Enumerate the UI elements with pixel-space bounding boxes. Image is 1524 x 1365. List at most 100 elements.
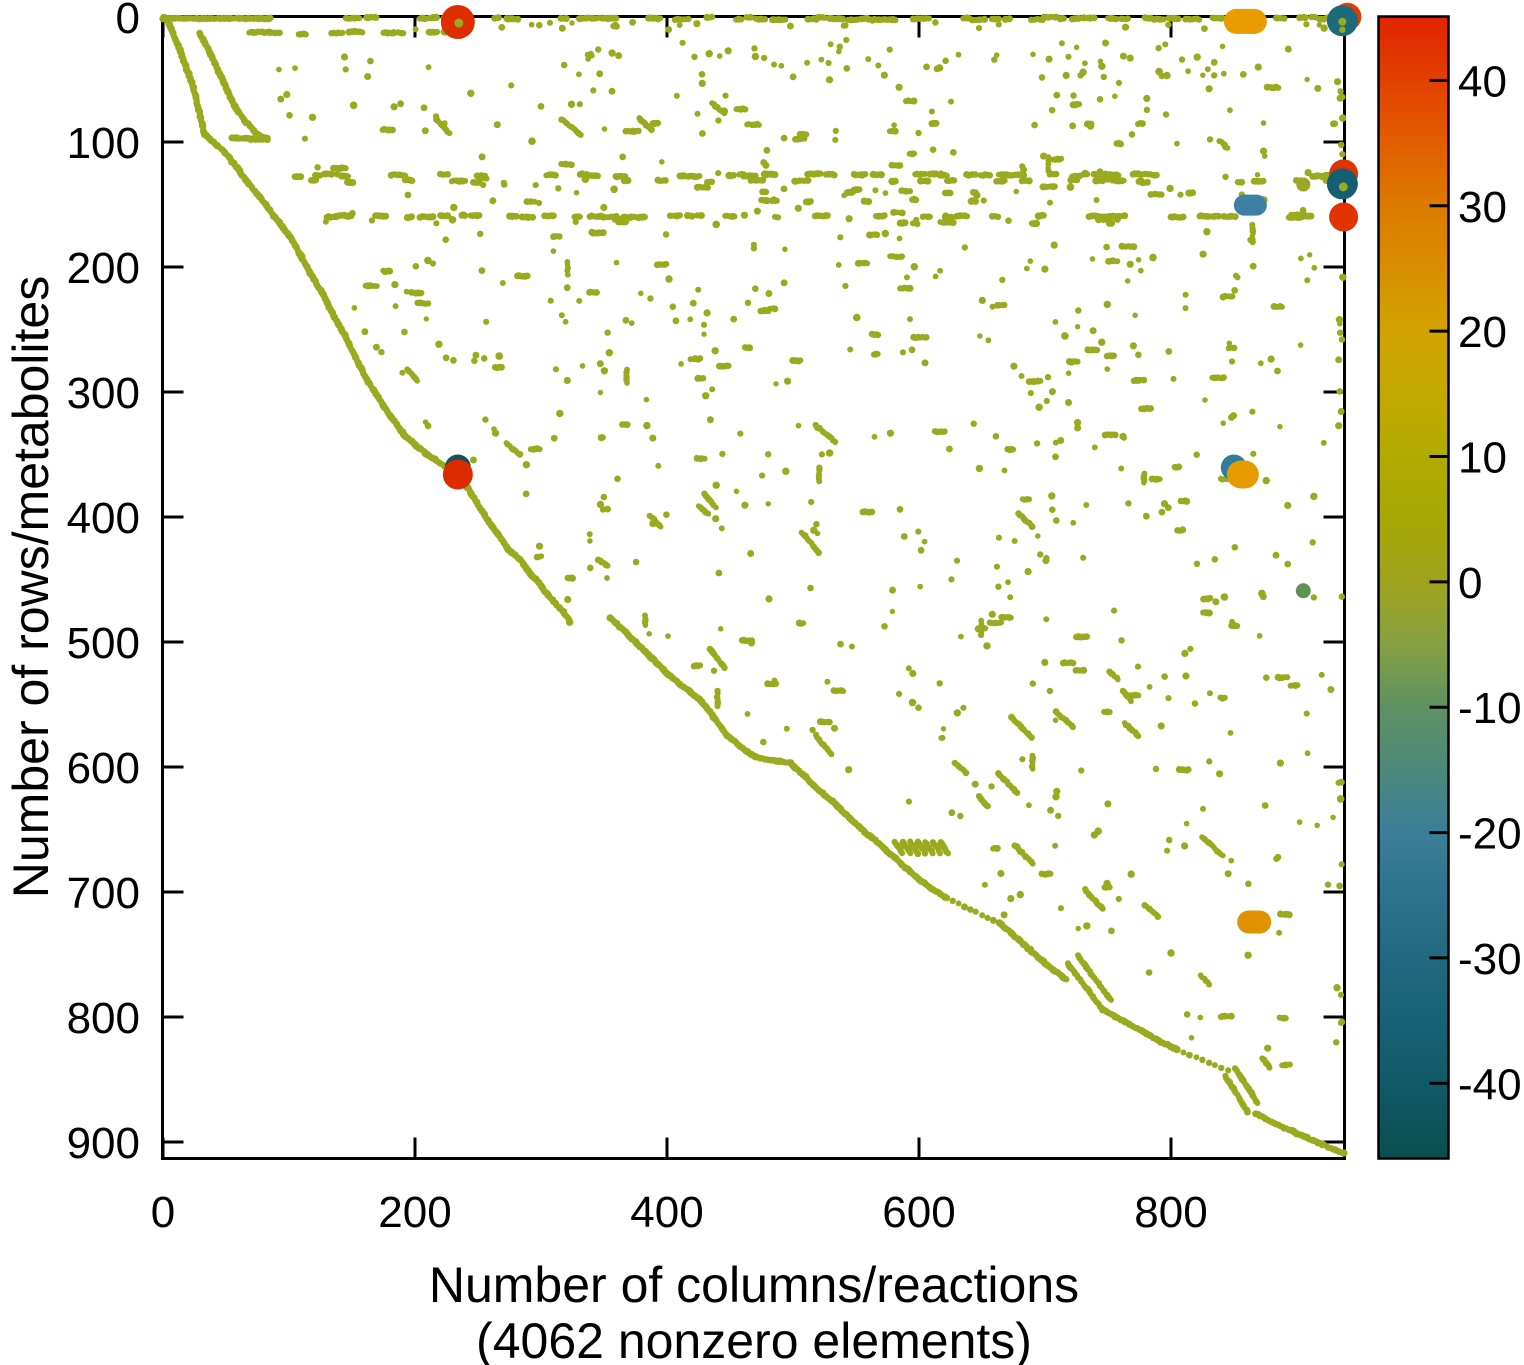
data-point [1336,795,1345,803]
colorbar-tick-label: -30 [1458,935,1522,984]
data-point [1276,929,1283,936]
data-point [992,433,1000,440]
data-point [391,281,399,289]
data-point [613,22,620,30]
data-point [523,272,531,280]
data-point [389,126,397,134]
data-point [550,248,557,254]
data-point [909,669,917,678]
data-point [1294,682,1301,689]
data-point [993,844,1001,852]
data-point [655,462,662,469]
data-point [531,198,538,205]
data-point [881,623,888,630]
data-point [495,352,504,360]
data-point [286,112,293,119]
data-point [1238,178,1246,186]
data-point [1212,598,1220,606]
data-point [978,296,986,304]
data-point [1175,15,1182,23]
data-point [832,136,839,143]
data-point [1231,544,1239,551]
data-point [1142,512,1150,520]
data-point [700,321,708,328]
data-point [1164,847,1171,854]
data-point [500,179,508,187]
data-point [986,172,994,179]
data-point [1035,212,1043,220]
axes-layer: 0 200 400 600 800 0 100 200 300 400 500 600 700 800 90… [67,0,1346,1237]
data-point [800,620,807,627]
data-point [937,170,944,177]
data-point [1020,166,1028,174]
data-point [875,62,882,69]
data-point [1179,526,1187,534]
data-point [1162,111,1170,118]
data-point [985,337,992,344]
data-point [1227,730,1234,736]
data-point [563,376,571,385]
special-point [1237,910,1272,934]
data-point [596,500,605,509]
data-point [1043,616,1050,623]
data-point [856,186,863,193]
data-point [1205,609,1213,617]
data-point [775,214,782,221]
data-point [936,680,943,687]
data-point [1206,594,1214,602]
data-point [412,26,419,33]
data-point [1310,594,1318,601]
data-point [807,584,814,592]
data-point [408,177,416,184]
data-point [1250,450,1257,457]
data-point [831,724,838,732]
data-point [1083,922,1091,930]
data-point [1125,500,1132,507]
data-point [327,170,335,178]
data-point [1081,169,1089,177]
data-point [1055,812,1062,820]
data-point [746,344,754,352]
data-point [1048,492,1056,500]
data-point [1104,800,1112,808]
data-point [546,19,554,26]
data-point [432,13,440,21]
data-point [1310,492,1318,501]
data-point [1028,734,1035,741]
x-tick-label: 200 [378,1188,451,1237]
data-point [596,70,604,78]
data-point [1073,44,1080,51]
data-point [1205,1059,1213,1067]
data-point [1050,241,1058,249]
data-point [1191,700,1199,707]
data-point [1035,533,1041,539]
data-point [596,360,604,368]
data-point [1316,22,1323,28]
data-point [483,175,490,182]
data-point [613,259,620,266]
data-point [1182,291,1189,298]
data-point [725,362,732,369]
data-point [560,61,568,69]
data-point [1239,71,1247,78]
data-point [689,299,697,307]
data-point [1258,589,1266,598]
data-point [1119,52,1127,60]
data-point [693,20,701,28]
data-point [886,46,893,53]
data-point [712,481,720,489]
data-point [1130,243,1138,251]
data-point [1157,722,1165,730]
data-point [1330,814,1336,821]
data-point [1112,93,1118,99]
data-point [568,161,575,168]
data-point [949,219,957,227]
data-point [988,610,996,618]
data-point [601,126,608,132]
data-point [572,218,579,225]
data-point [418,289,425,297]
data-point [712,515,720,523]
data-point [865,198,873,205]
data-point [1178,56,1186,63]
data-point [694,110,701,117]
